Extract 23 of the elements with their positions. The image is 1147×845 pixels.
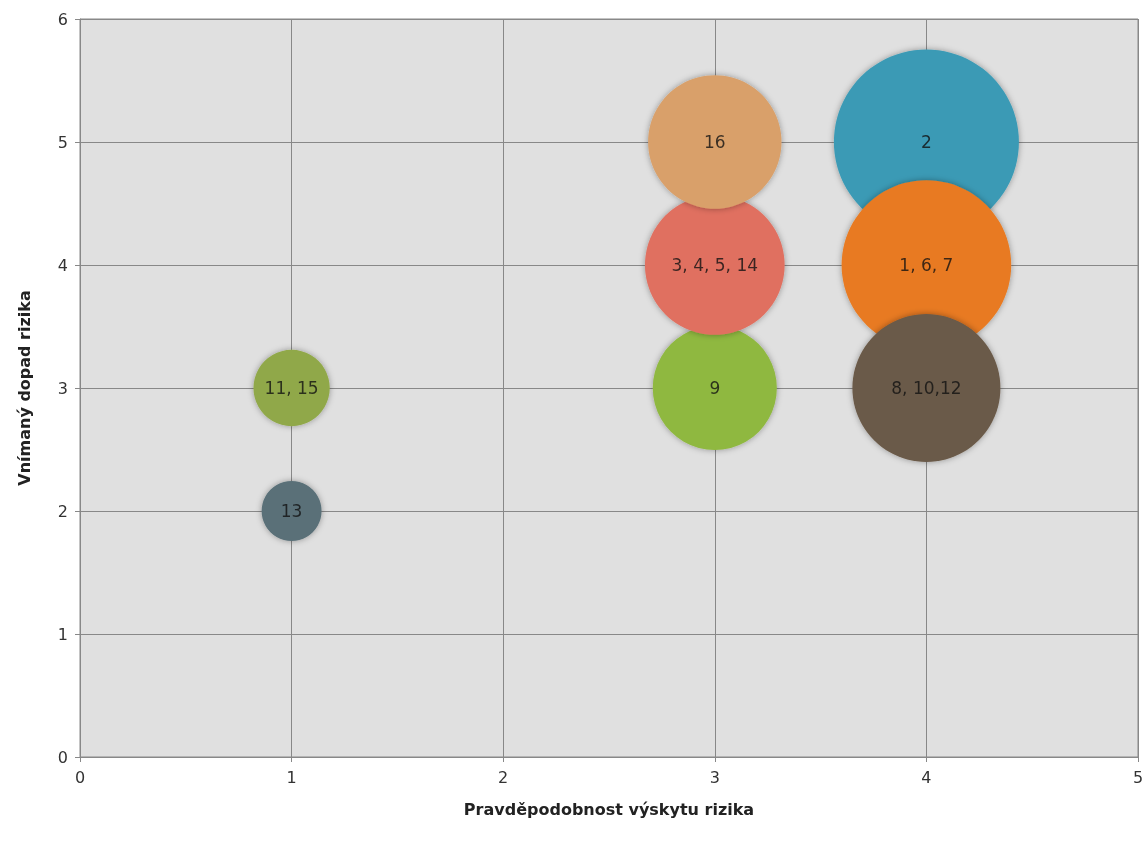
y-tick-label: 6 [57, 9, 68, 29]
y-axis-title: Vnímaný dopad rizika [14, 290, 34, 486]
annotation: 13 [280, 501, 303, 521]
y-tick-label: 1 [57, 624, 68, 644]
annotation: 16 [703, 132, 726, 152]
x-tick-label: 0 [74, 767, 86, 787]
annotation: 9 [709, 378, 721, 398]
annotation: 2 [920, 132, 932, 152]
y-tick-label: 3 [57, 378, 68, 398]
annotation: 1, 6, 7 [899, 255, 954, 275]
y-tick-label: 4 [57, 255, 68, 275]
y-tick-label: 0 [57, 747, 68, 767]
x-axis-title: Pravděpodobnost výskytu rizika [463, 799, 755, 819]
annotation: 11, 15 [264, 378, 319, 398]
y-tick-label: 2 [57, 501, 68, 521]
x-tick-label: 5 [1132, 767, 1144, 787]
x-tick-label: 2 [498, 767, 509, 787]
y-tick-label: 5 [57, 132, 68, 152]
annotation: 8, 10,12 [891, 378, 962, 398]
x-tick-label: 1 [286, 767, 297, 787]
x-tick-label: 3 [709, 767, 720, 787]
annotation: 3, 4, 5, 14 [671, 255, 759, 275]
x-tick-label: 4 [921, 767, 932, 787]
